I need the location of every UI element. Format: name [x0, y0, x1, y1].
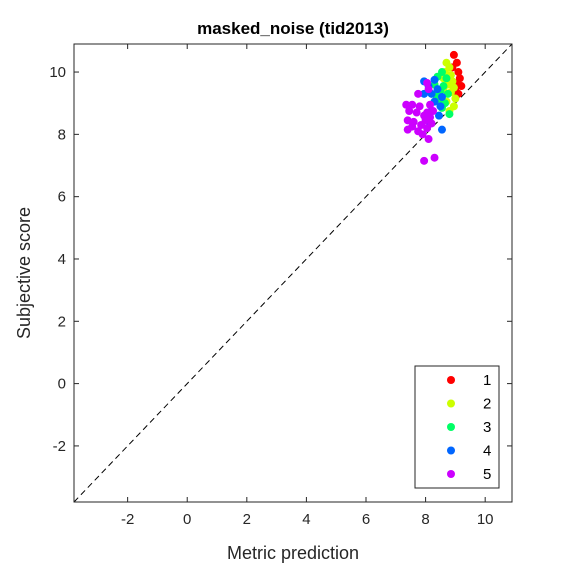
- y-tick-label: 6: [58, 189, 66, 206]
- data-point-series-3: [443, 89, 452, 98]
- legend-marker-5: [447, 470, 455, 478]
- data-point-series-4: [433, 85, 442, 94]
- data-point-series-5: [417, 121, 426, 130]
- data-point-series-5: [418, 130, 427, 139]
- data-point-series-5: [403, 125, 412, 134]
- legend-label-5: 5: [483, 466, 491, 483]
- data-point-series-4: [436, 102, 445, 111]
- data-point-series-5: [424, 85, 433, 94]
- legend-marker-4: [447, 446, 455, 455]
- y-axis-label: Subjective score: [14, 207, 34, 339]
- reference-line-layer: [73, 43, 513, 503]
- x-axis-ticks: -2 0 2 4 6 8 10: [121, 44, 494, 528]
- x-axis-label: Metric prediction: [227, 543, 359, 563]
- legend-marker-1: [447, 376, 455, 384]
- legend-label-3: 3: [483, 419, 491, 436]
- legend: 1 2 3 4 5: [414, 365, 500, 489]
- data-point-series-5: [412, 108, 421, 117]
- x-tick-label: 6: [362, 511, 370, 528]
- data-point-series-5: [426, 100, 435, 109]
- data-point-series-5: [429, 106, 438, 115]
- x-tick-label: 4: [302, 511, 310, 528]
- legend-label-4: 4: [483, 443, 491, 460]
- y-tick-label: 8: [58, 126, 66, 143]
- legend-box: [414, 365, 500, 489]
- data-point-series-4: [437, 125, 446, 134]
- data-points-layer: [402, 50, 466, 165]
- x-tick-label: 10: [477, 511, 494, 528]
- x-tick-label: 8: [421, 511, 429, 528]
- data-point-series-5: [430, 153, 439, 162]
- legend-label-1: 1: [483, 372, 491, 389]
- legend-label-2: 2: [483, 396, 491, 413]
- data-point-series-5: [420, 156, 429, 165]
- data-point-series-5: [423, 124, 432, 133]
- data-point-series-5: [414, 89, 423, 98]
- y-tick-label: 2: [58, 313, 66, 330]
- data-point-series-5: [408, 100, 417, 109]
- data-point-series-5: [405, 106, 414, 115]
- data-point-series-4: [435, 111, 443, 120]
- legend-marker-3: [447, 423, 455, 431]
- identity-reference-line: [73, 43, 513, 503]
- data-point-series-3: [445, 110, 454, 119]
- legend-marker-2: [447, 399, 455, 408]
- x-tick-label: 0: [183, 511, 191, 528]
- data-point-series-3: [442, 74, 451, 83]
- y-tick-label: -2: [53, 438, 66, 455]
- x-tick-label: 2: [243, 511, 251, 528]
- y-tick-label: 0: [58, 376, 66, 393]
- data-point-series-5: [423, 78, 432, 87]
- data-point-series-4: [430, 75, 439, 84]
- plot-frame: [73, 43, 513, 503]
- data-point-series-5: [402, 100, 411, 109]
- data-point-series-1: [454, 68, 463, 77]
- data-point-series-5: [424, 135, 433, 144]
- data-point-series-1: [449, 50, 458, 59]
- y-axis-ticks: -2 0 2 4 6 8 10: [49, 64, 512, 455]
- data-point-series-4: [437, 92, 446, 101]
- data-point-series-2: [451, 94, 460, 103]
- data-point-series-5: [415, 102, 424, 111]
- x-tick-label: -2: [121, 511, 134, 528]
- chart-title: masked_noise (tid2013): [197, 19, 389, 38]
- y-tick-label: 4: [58, 251, 66, 268]
- y-tick-label: 10: [49, 64, 66, 81]
- data-point-series-1: [457, 82, 466, 91]
